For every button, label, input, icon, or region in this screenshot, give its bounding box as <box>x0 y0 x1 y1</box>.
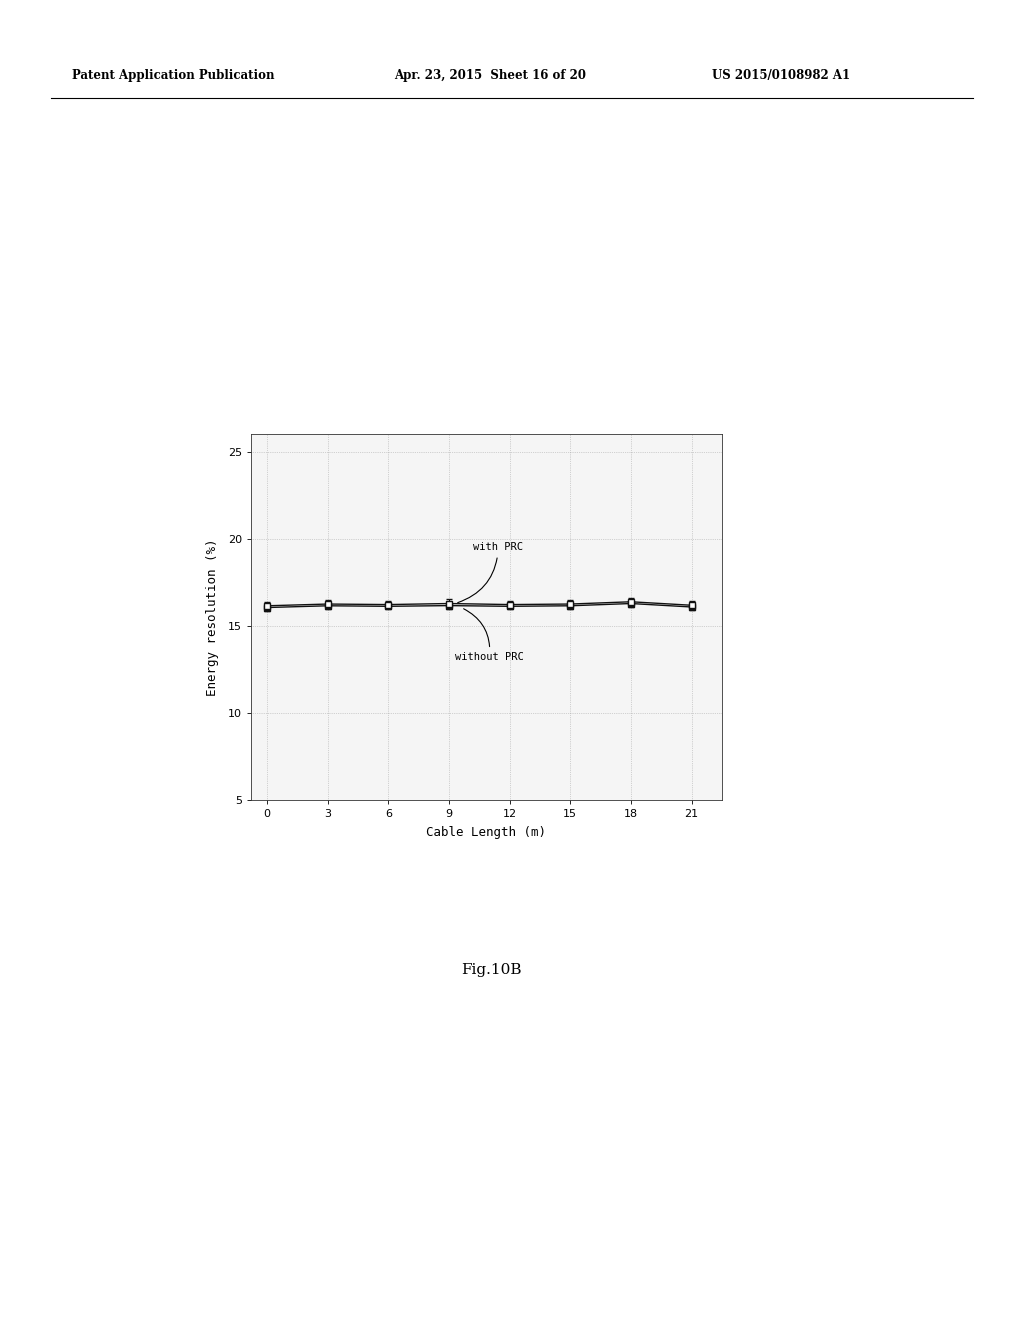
Text: Fig.10B: Fig.10B <box>461 964 522 977</box>
Y-axis label: Energy resolution (%): Energy resolution (%) <box>207 539 219 696</box>
Text: US 2015/0108982 A1: US 2015/0108982 A1 <box>712 69 850 82</box>
X-axis label: Cable Length (m): Cable Length (m) <box>426 826 547 840</box>
Text: with PRC: with PRC <box>458 543 523 603</box>
Text: Patent Application Publication: Patent Application Publication <box>72 69 274 82</box>
Text: without PRC: without PRC <box>455 609 524 663</box>
Text: Apr. 23, 2015  Sheet 16 of 20: Apr. 23, 2015 Sheet 16 of 20 <box>394 69 586 82</box>
